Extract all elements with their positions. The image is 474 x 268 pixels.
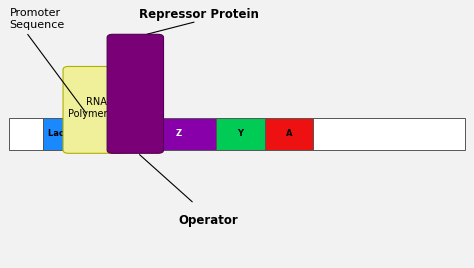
- Bar: [43, 118, 76, 150]
- Text: A: A: [286, 129, 292, 139]
- FancyBboxPatch shape: [63, 66, 129, 153]
- Bar: [265, 118, 313, 150]
- Bar: [76, 118, 121, 150]
- Text: Repressor Protein: Repressor Protein: [139, 8, 259, 21]
- Bar: [216, 118, 265, 150]
- FancyBboxPatch shape: [107, 34, 164, 153]
- Bar: [313, 118, 465, 150]
- Text: Y: Y: [237, 129, 244, 139]
- Text: Z: Z: [176, 129, 182, 139]
- Bar: [142, 118, 216, 150]
- Text: Promoter
Sequence: Promoter Sequence: [9, 8, 65, 30]
- Bar: [9, 118, 43, 150]
- Text: Lac I: Lac I: [48, 129, 70, 139]
- Bar: [121, 118, 142, 150]
- Text: RNA
Polymerase: RNA Polymerase: [68, 98, 124, 119]
- Text: Operator: Operator: [179, 214, 238, 228]
